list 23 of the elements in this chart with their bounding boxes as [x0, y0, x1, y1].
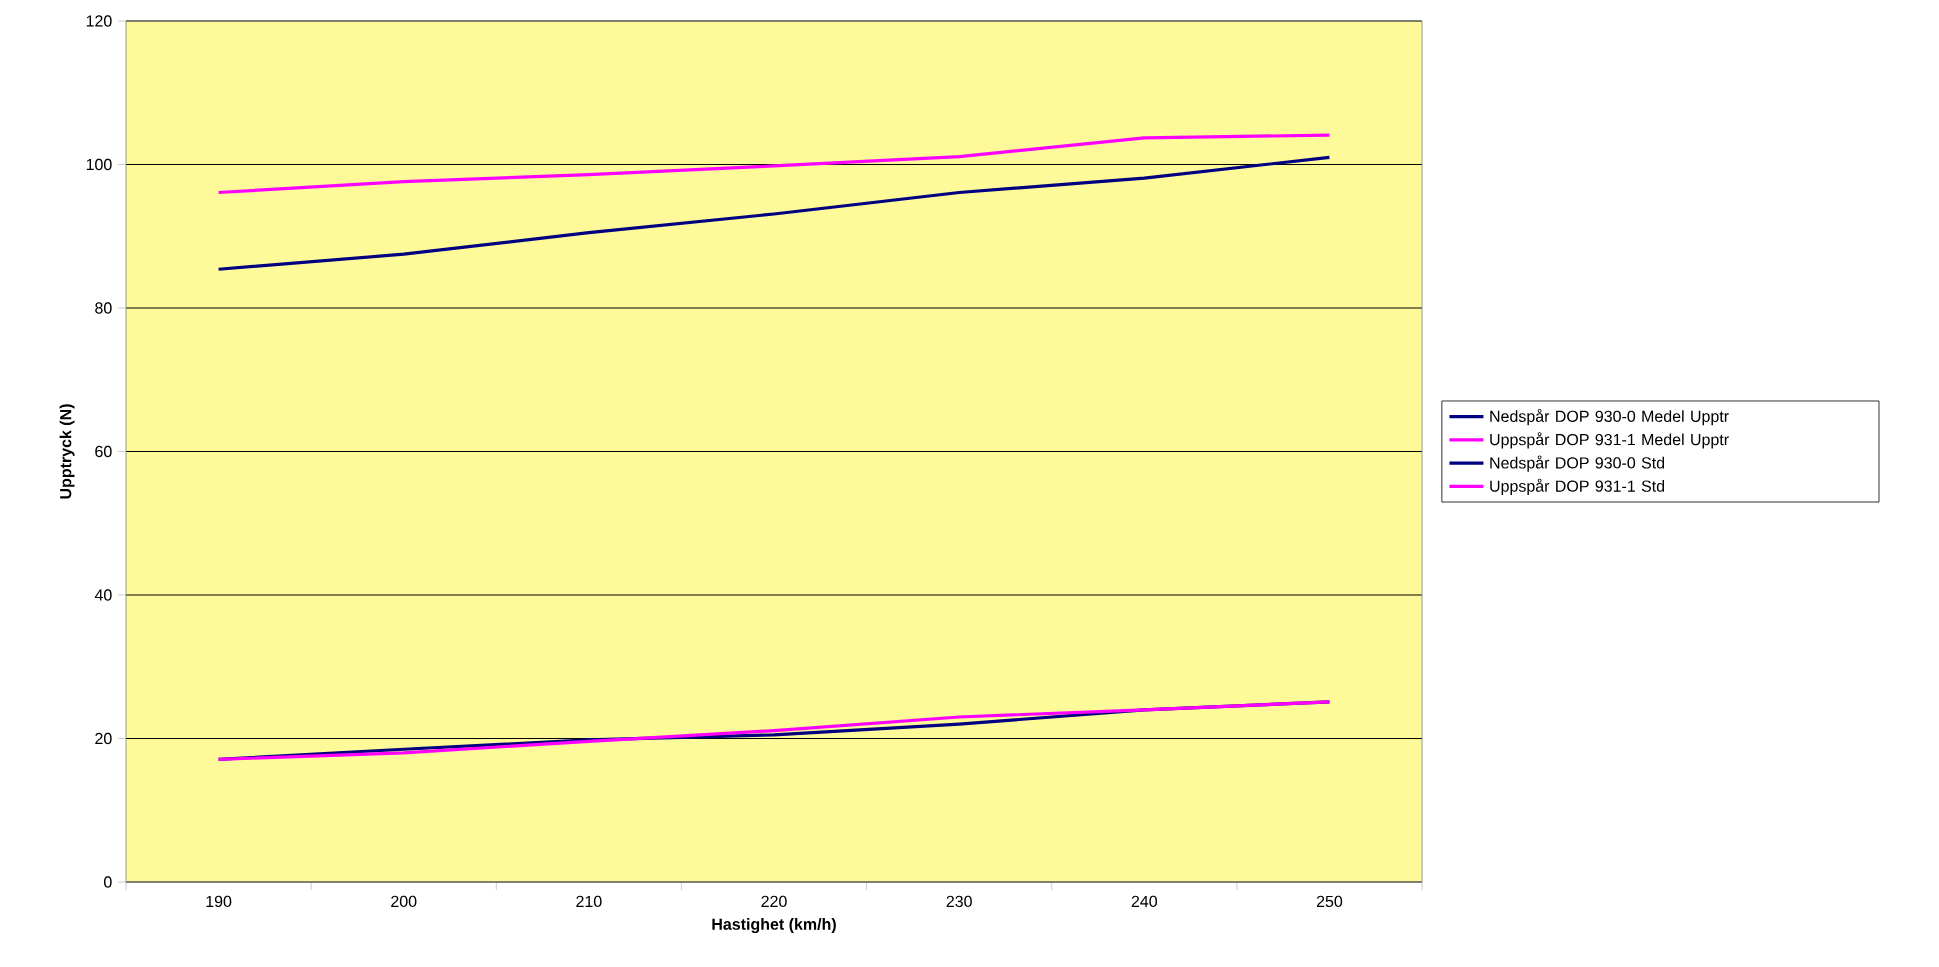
y-tick-label: 120	[86, 15, 112, 27]
line-series	[216, 155, 1332, 271]
x-tick-label: 220	[761, 895, 787, 908]
x-axis-title: Hastighet (km/h)	[712, 918, 836, 934]
y-tick-label: 100	[86, 158, 112, 171]
legend-label: Uppspår DOP 931-1 Std	[1490, 478, 1665, 495]
legend-label: Uppspår DOP 931-1 Medel Upptr	[1490, 432, 1729, 449]
x-tick-label: 230	[946, 895, 972, 908]
x-tick-label: 250	[1316, 895, 1343, 908]
y-axis-title: Upptryck (N)	[59, 404, 75, 499]
legend-label: Nedspår DOP 930-0 Medel Upptr	[1490, 408, 1729, 426]
line-series	[216, 700, 1332, 761]
x-tick-label: 210	[576, 895, 602, 908]
y-tick-label: 60	[95, 445, 112, 458]
line-series	[216, 133, 1332, 195]
y-tick-label: 20	[95, 732, 112, 745]
y-tick-label: 40	[94, 589, 112, 601]
x-tick-label: 240	[1131, 895, 1158, 908]
y-tick-label: 80	[95, 302, 112, 314]
x-tick-label: 190	[206, 895, 232, 908]
legend-label: Nedspår DOP 930-0 Std	[1490, 455, 1665, 472]
x-tick-label: 200	[391, 895, 417, 908]
y-tick-label: 0	[104, 876, 112, 888]
